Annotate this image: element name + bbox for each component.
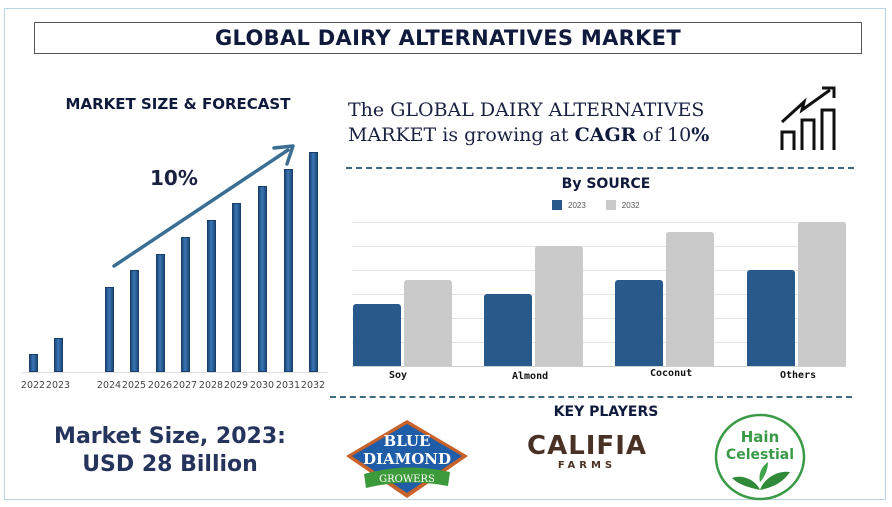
divider-top bbox=[346, 167, 854, 169]
bar-almond-2032 bbox=[535, 246, 583, 366]
legend-swatch-2023 bbox=[552, 200, 562, 210]
bar-soy-2032 bbox=[404, 279, 452, 366]
gridline bbox=[352, 246, 846, 247]
key-players-heading: KEY PLAYERS bbox=[553, 404, 659, 420]
year-label-2022: 2022 bbox=[20, 380, 46, 391]
growth-chart-icon bbox=[780, 86, 836, 150]
legend-swatch-2032 bbox=[605, 200, 616, 210]
forecast-bar-2023 bbox=[54, 338, 63, 372]
year-label-2029: 2029 bbox=[223, 380, 249, 391]
year-label-2028: 2028 bbox=[198, 380, 224, 391]
growth-percent-label: 10% bbox=[150, 166, 198, 190]
by-source-heading: By SOURCE bbox=[561, 176, 651, 192]
svg-text:GROWERS: GROWERS bbox=[379, 474, 435, 485]
chart-legend: 2023 2032 bbox=[552, 200, 640, 210]
bar-coconut-2032 bbox=[666, 231, 714, 366]
category-label-coconut: Coconut bbox=[650, 368, 693, 379]
svg-text:Celestial: Celestial bbox=[726, 447, 794, 463]
cagr-statement: The GLOBAL DAIRY ALTERNATIVES MARKET is … bbox=[348, 98, 709, 148]
cagr-prefix: MARKET is growing at bbox=[348, 124, 575, 146]
market-size-line2: USD 28 Billion bbox=[82, 452, 258, 477]
gridline bbox=[352, 294, 846, 295]
forecast-bar-2028 bbox=[207, 220, 216, 372]
bar-others-2023 bbox=[747, 270, 795, 366]
page-title: GLOBAL DAIRY ALTERNATIVES MARKET bbox=[215, 26, 681, 50]
forecast-bar-2026 bbox=[156, 254, 165, 372]
market-size-summary: Market Size, 2023: USD 28 Billion bbox=[0, 423, 340, 479]
category-label-almond: Almond bbox=[512, 371, 549, 382]
gridline bbox=[352, 270, 846, 271]
bar-soy-2023 bbox=[353, 303, 401, 366]
gridline bbox=[352, 222, 846, 223]
outer-frame bbox=[4, 8, 886, 500]
cagr-bold: CAGR bbox=[574, 124, 637, 146]
forecast-bar-2031 bbox=[284, 169, 293, 372]
forecast-bar-2027 bbox=[181, 237, 190, 372]
califia-wordmark: CALIFIA bbox=[526, 431, 647, 461]
forecast-bar-2029 bbox=[232, 203, 241, 372]
califia-farms-logo: CALIFIA FARMS bbox=[522, 432, 652, 482]
hain-celestial-logo: Hain Celestial bbox=[712, 412, 808, 502]
farms-wordmark: FARMS bbox=[557, 460, 617, 471]
svg-text:DIAMOND: DIAMOND bbox=[363, 450, 451, 468]
gridline bbox=[352, 318, 846, 319]
bar-others-2032 bbox=[798, 222, 846, 366]
year-label-2031: 2031 bbox=[275, 380, 301, 391]
forecast-bar-2024 bbox=[105, 287, 114, 372]
year-label-2026: 2026 bbox=[147, 380, 173, 391]
gridline bbox=[352, 342, 846, 343]
forecast-bar-2030 bbox=[258, 186, 267, 372]
chart-baseline bbox=[22, 372, 328, 373]
year-label-2025: 2025 bbox=[121, 380, 147, 391]
divider-bottom bbox=[330, 396, 852, 398]
blue-diamond-logo-icon: BLUE DIAMOND GROWERS bbox=[346, 420, 468, 498]
year-label-2027: 2027 bbox=[172, 380, 198, 391]
market-size-line1: Market Size, 2023: bbox=[54, 424, 286, 449]
svg-text:Hain: Hain bbox=[741, 428, 780, 446]
title-box: GLOBAL DAIRY ALTERNATIVES MARKET bbox=[34, 22, 862, 54]
year-label-2030: 2030 bbox=[249, 380, 275, 391]
chart-axis-line bbox=[352, 366, 846, 367]
year-label-2032: 2032 bbox=[300, 380, 326, 391]
hain-celestial-logo-icon: Hain Celestial bbox=[714, 413, 806, 501]
cagr-line2: MARKET is growing at CAGR of 10% bbox=[348, 123, 709, 148]
category-label-others: Others bbox=[780, 370, 817, 381]
cagr-mid: of 10 bbox=[636, 124, 692, 146]
cagr-suffix: % bbox=[691, 124, 710, 146]
year-label-2023: 2023 bbox=[45, 380, 71, 391]
forecast-bar-2032 bbox=[309, 152, 318, 372]
forecast-bar-2022 bbox=[29, 354, 38, 372]
forecast-bar-2025 bbox=[130, 270, 139, 372]
cagr-line1: The GLOBAL DAIRY ALTERNATIVES bbox=[348, 99, 705, 121]
year-label-2024: 2024 bbox=[96, 380, 122, 391]
legend-label-2023: 2023 bbox=[568, 200, 586, 210]
growth-arrow-icon bbox=[112, 144, 295, 268]
svg-text:BLUE: BLUE bbox=[384, 432, 431, 450]
category-label-soy: Soy bbox=[389, 370, 408, 381]
bar-almond-2023 bbox=[484, 294, 532, 366]
blue-diamond-logo: BLUE DIAMOND GROWERS bbox=[344, 418, 470, 500]
market-size-heading: MARKET SIZE & FORECAST bbox=[65, 95, 291, 113]
bar-coconut-2023 bbox=[615, 279, 663, 366]
legend-label-2032: 2032 bbox=[621, 200, 640, 210]
